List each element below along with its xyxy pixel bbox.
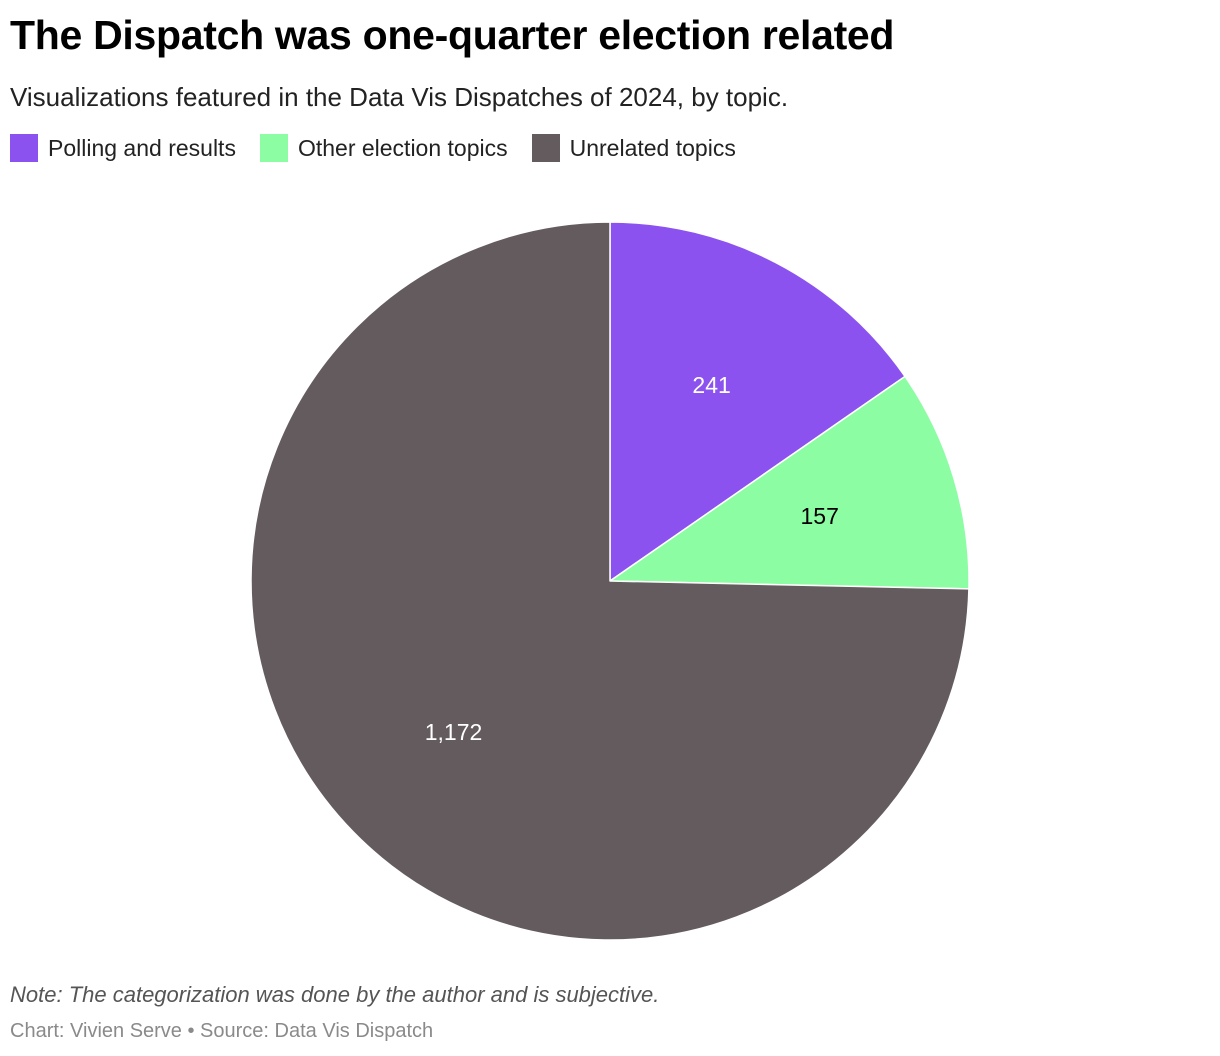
pie-slice-polling: [609, 221, 906, 582]
legend: Polling and results Other election topic…: [10, 132, 736, 164]
pie-slices: [250, 221, 970, 941]
legend-swatch-polling: [10, 134, 38, 162]
chart-subtitle: Visualizations featured in the Data Vis …: [10, 82, 789, 112]
chart-credit: Chart: Vivien Serve • Source: Data Vis D…: [10, 1020, 434, 1042]
chart-title: The Dispatch was one-quarter election re…: [10, 12, 895, 58]
chart-note: Note: The categorization was done by the…: [10, 982, 660, 1007]
legend-label-other-election: Other election topics: [297, 134, 508, 161]
pie-labels: 241 157 1,172: [425, 372, 839, 745]
pie-label-polling: 241: [692, 372, 730, 398]
pie-slice-other-election: [609, 375, 970, 590]
pie-chart-area: 241 157 1,172: [0, 190, 1220, 970]
legend-item-polling: Polling and results: [10, 134, 236, 162]
legend-item-unrelated: Unrelated topics: [531, 134, 736, 162]
legend-label-polling: Polling and results: [48, 134, 236, 161]
pie-slice-unrelated: [250, 221, 970, 941]
pie-label-other-election: 157: [801, 503, 839, 529]
legend-item-other-election: Other election topics: [259, 134, 508, 162]
legend-label-unrelated: Unrelated topics: [569, 134, 736, 161]
legend-swatch-unrelated: [531, 134, 560, 162]
pie-label-unrelated: 1,172: [425, 719, 483, 745]
legend-swatch-other-election: [259, 134, 288, 162]
pie-chart: 241 157 1,172: [250, 221, 970, 941]
